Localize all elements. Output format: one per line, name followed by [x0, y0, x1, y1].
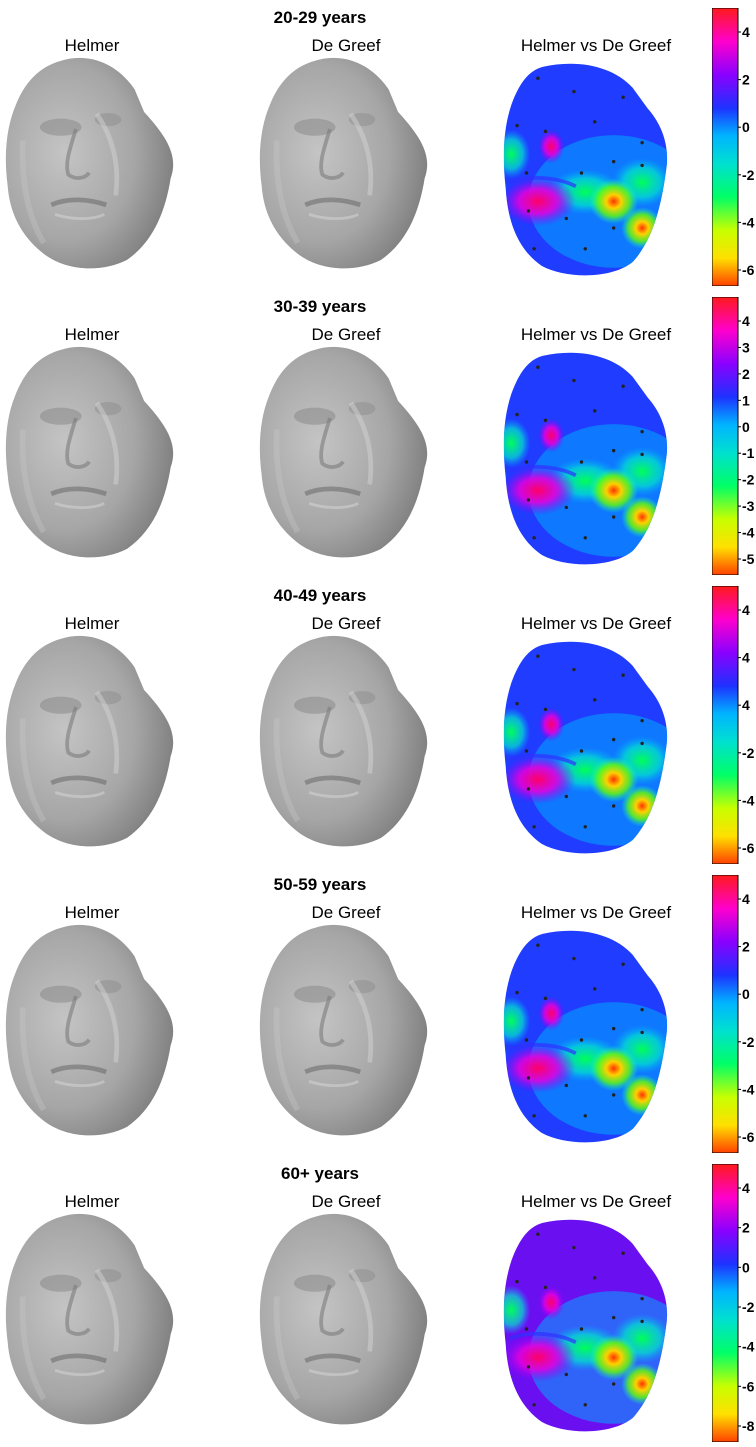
colorbar-tick-label: -6	[742, 262, 755, 278]
colorbar: 4 3 2 1 0 -1 -2 -3 -4 -5	[712, 297, 755, 575]
difference-column-label: Helmer vs De Greef	[520, 903, 672, 922]
helmer-face-render	[5, 1213, 174, 1425]
helmer-face-render	[5, 57, 174, 269]
difference-column-label: Helmer vs De Greef	[520, 614, 672, 633]
helmer-column-label: Helmer	[64, 1192, 120, 1211]
colorbar-tick-label: -6	[742, 1378, 755, 1394]
colorbar-tick-label: -8	[742, 1418, 755, 1434]
colorbar: 4 4 4 -2 -4 -6	[712, 586, 755, 864]
age-group-title: 50-59 years	[273, 875, 367, 894]
difference-heatmap	[503, 352, 668, 565]
de-greef-column-label: De Greef	[311, 325, 381, 344]
colorbar-tick-label: 4	[742, 602, 750, 618]
colorbar-tick-label: -4	[742, 214, 755, 230]
helmer-face-render	[5, 346, 174, 558]
colorbar-tick-label: -5	[742, 551, 755, 567]
colorbar-tick-label: 2	[742, 72, 750, 88]
age-group-panel: 20-29 years Helmer De Greef Helmer vs De Gr…	[0, 0, 756, 289]
helmer-column-label: Helmer	[64, 36, 120, 55]
age-group-title: 40-49 years	[273, 586, 367, 605]
age-group-panel: 60+ years Helmer De Greef Helmer vs De Gree…	[0, 1156, 756, 1445]
colorbar-tick-label: 4	[742, 650, 750, 666]
difference-heatmap	[503, 930, 668, 1143]
colorbar-tick-label: 0	[742, 1259, 750, 1275]
difference-column-label: Helmer vs De Greef	[520, 36, 672, 55]
colorbar-tick-label: 4	[742, 313, 750, 329]
de-greef-column-label: De Greef	[311, 614, 381, 633]
colorbar-tick-label: -2	[742, 167, 755, 183]
age-group-panel: 50-59 years Helmer De Greef Helmer vs De Gr…	[0, 867, 756, 1156]
helmer-column-label: Helmer	[64, 903, 120, 922]
colorbar: 4 2 0 -2 -4 -6	[712, 8, 755, 286]
de-greef-column-label: De Greef	[311, 1192, 381, 1211]
colorbar-tick-label: 3	[742, 339, 750, 355]
colorbar-tick-label: 4	[742, 24, 750, 40]
colorbar-tick-label: 0	[742, 419, 750, 435]
colorbar-tick-label: 4	[742, 1180, 750, 1196]
age-group-title: 30-39 years	[273, 297, 367, 316]
age-group-title: 20-29 years	[273, 8, 367, 27]
helmer-face-render	[5, 635, 174, 847]
de-greef-face-render	[259, 635, 428, 847]
colorbar-tick-label: -2	[742, 745, 755, 761]
de-greef-column-label: De Greef	[311, 36, 381, 55]
colorbar: 4 2 0 -2 -4 -6 -8	[712, 1164, 755, 1442]
colorbar-tick-label: -2	[742, 1034, 755, 1050]
colorbar-tick-label: 4	[742, 891, 750, 907]
age-group-title: 60+ years	[281, 1164, 359, 1183]
colorbar-tick-label: -4	[742, 1081, 755, 1097]
colorbar-tick-label: 2	[742, 366, 750, 382]
difference-heatmap	[503, 1219, 668, 1432]
colorbar-tick-label: -2	[742, 1299, 755, 1315]
de-greef-face-render	[259, 924, 428, 1136]
colorbar-tick-label: 0	[742, 986, 750, 1002]
colorbar-tick-label: -4	[742, 792, 755, 808]
colorbar-tick-label: -2	[742, 472, 755, 488]
colorbar-tick-label: 2	[742, 939, 750, 955]
de-greef-face-render	[259, 346, 428, 558]
colorbar: 4 2 0 -2 -4 -6	[712, 875, 755, 1153]
age-group-panel: 30-39 years Helmer De Greef Helmer vs De Gr…	[0, 289, 756, 578]
helmer-face-render	[5, 924, 174, 1136]
helmer-column-label: Helmer	[64, 325, 120, 344]
colorbar-tick-label: -6	[742, 1129, 755, 1145]
age-group-panel: 40-49 years Helmer De Greef Helmer vs De Gr…	[0, 578, 756, 867]
colorbar-tick-label: 4	[742, 697, 750, 713]
colorbar-tick-label: -6	[742, 840, 755, 856]
de-greef-face-render	[259, 57, 428, 269]
difference-heatmap	[503, 641, 668, 854]
colorbar-tick-label: -4	[742, 525, 755, 541]
colorbar-tick-label: 0	[742, 119, 750, 135]
de-greef-column-label: De Greef	[311, 903, 381, 922]
difference-column-label: Helmer vs De Greef	[520, 1192, 672, 1211]
difference-heatmap	[503, 63, 668, 276]
difference-column-label: Helmer vs De Greef	[520, 325, 672, 344]
colorbar-tick-label: 2	[742, 1220, 750, 1236]
colorbar-tick-label: -4	[742, 1339, 755, 1355]
colorbar-tick-label: -3	[742, 498, 755, 514]
de-greef-face-render	[259, 1213, 428, 1425]
colorbar-tick-label: 1	[742, 392, 750, 408]
colorbar-tick-label: -1	[742, 445, 755, 461]
helmer-column-label: Helmer	[64, 614, 120, 633]
